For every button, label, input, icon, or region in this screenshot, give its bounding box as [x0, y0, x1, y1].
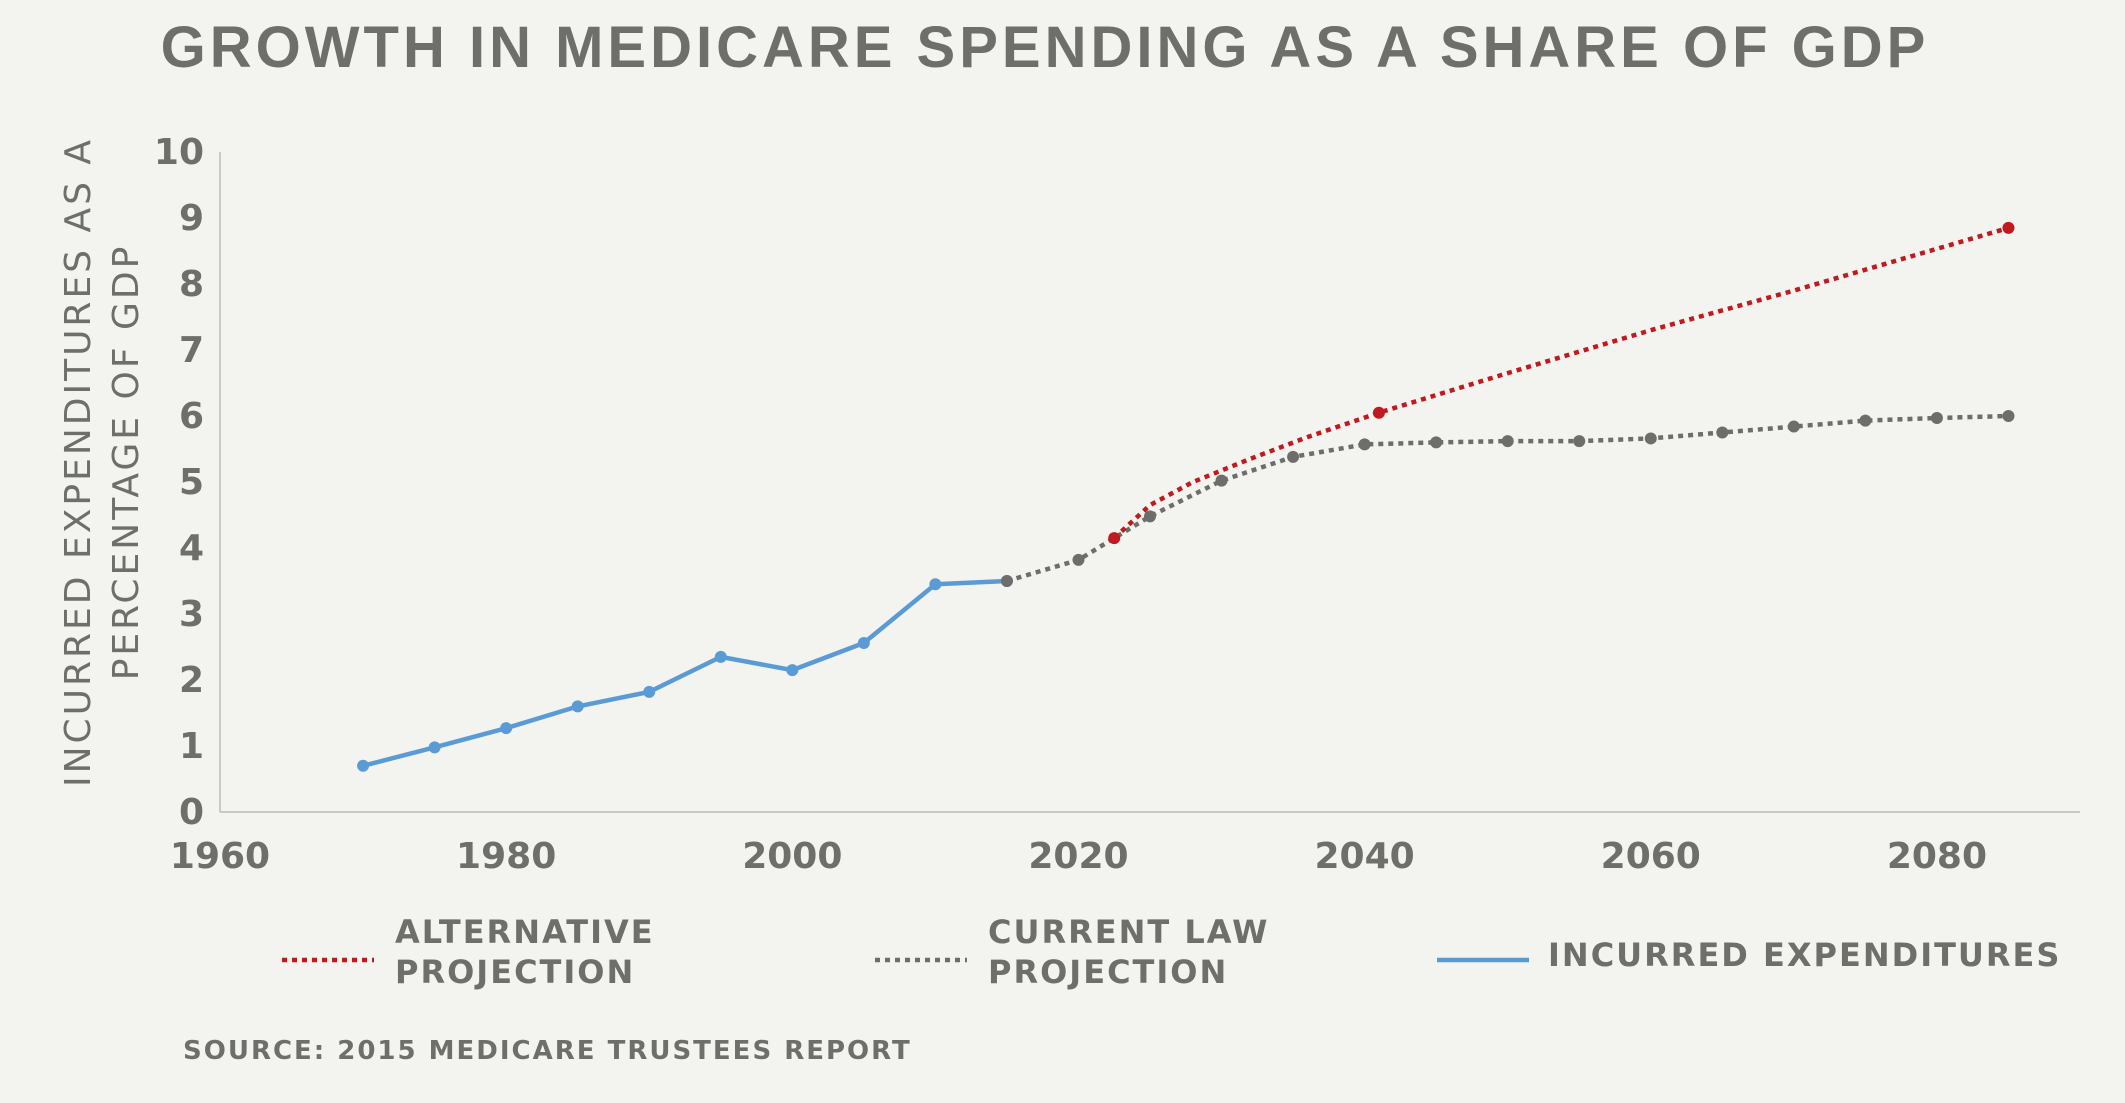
- data-point: [714, 650, 727, 663]
- axes: 0 1 2 3 4 5 6 7 8 9 10 1960 1980 2000 2020 2040 2060 2080: [154, 132, 2080, 877]
- data-point: [2002, 410, 2015, 422]
- y-tick-label: 6: [179, 396, 204, 437]
- data-point: [1501, 435, 1514, 448]
- data-point: [1358, 438, 1371, 451]
- series-alternative-projection: [1108, 221, 2015, 545]
- y-tick-label: 2: [179, 660, 204, 701]
- data-point: [1859, 414, 1872, 427]
- x-tick-label: 2060: [1601, 836, 1701, 877]
- series-line: [1112, 225, 2010, 540]
- data-point: [1930, 411, 1943, 424]
- data-point: [1072, 553, 1085, 566]
- data-point: [1000, 575, 1013, 587]
- data-point: [929, 578, 942, 591]
- x-tick-label: 2080: [1887, 836, 1987, 877]
- data-point: [1644, 432, 1657, 445]
- legend-label: CURRENT LAW: [988, 913, 1269, 951]
- legend-label: ALTERNATIVE: [395, 913, 655, 951]
- y-tick-label: 8: [179, 264, 204, 305]
- legend-label: PROJECTION: [395, 953, 635, 991]
- y-tick-label: 3: [179, 594, 204, 635]
- x-tick-label: 2000: [742, 836, 842, 877]
- x-tick-label: 2040: [1315, 836, 1415, 877]
- data-point: [857, 637, 870, 650]
- y-axis-label-line: PERCENTAGE OF GDP: [106, 244, 147, 681]
- y-tick-label: 9: [179, 198, 204, 239]
- data-point: [2002, 221, 2015, 234]
- data-point: [643, 685, 656, 698]
- data-point: [1787, 420, 1800, 433]
- series-incurred-expenditures: [357, 575, 1013, 772]
- series-line: [1006, 413, 2009, 584]
- data-point: [1430, 436, 1443, 449]
- y-axis-label: INCURRED EXPENDITURES AS A PERCENTAGE OF …: [58, 137, 147, 787]
- data-point: [1372, 406, 1385, 419]
- data-point: [1716, 426, 1729, 439]
- legend-label: PROJECTION: [988, 953, 1228, 991]
- source-note: SOURCE: 2015 MEDICARE TRUSTEES REPORT: [183, 1036, 912, 1066]
- y-tick-label: 0: [179, 792, 204, 833]
- legend-label: INCURRED EXPENDITURES: [1548, 936, 2061, 974]
- data-point: [571, 700, 584, 713]
- series-current-law-projection: [1000, 410, 2015, 587]
- x-tick-label: 1960: [170, 836, 270, 877]
- series-layer: [357, 221, 2015, 772]
- data-point: [1108, 532, 1121, 545]
- y-tick-label: 7: [179, 330, 204, 371]
- y-tick-label: 1: [179, 726, 204, 767]
- data-point: [786, 664, 799, 677]
- y-tick-label: 4: [179, 528, 204, 569]
- data-point: [357, 759, 370, 772]
- data-point: [1215, 474, 1228, 487]
- y-tick-label: 5: [179, 462, 204, 503]
- data-point: [1144, 510, 1156, 523]
- data-point: [1287, 450, 1300, 463]
- data-point: [428, 741, 441, 754]
- data-point: [500, 722, 513, 735]
- legend-item: INCURRED EXPENDITURES: [1437, 936, 2061, 974]
- y-tick-label: 10: [154, 132, 204, 173]
- y-axis-label-line: INCURRED EXPENDITURES AS A: [58, 137, 99, 787]
- x-tick-label: 1980: [456, 836, 556, 877]
- x-tick-label: 2020: [1028, 836, 1128, 877]
- chart-title: GROWTH IN MEDICARE SPENDING AS A SHARE O…: [160, 15, 1930, 80]
- data-point: [1573, 435, 1586, 448]
- series-line: [362, 578, 1008, 768]
